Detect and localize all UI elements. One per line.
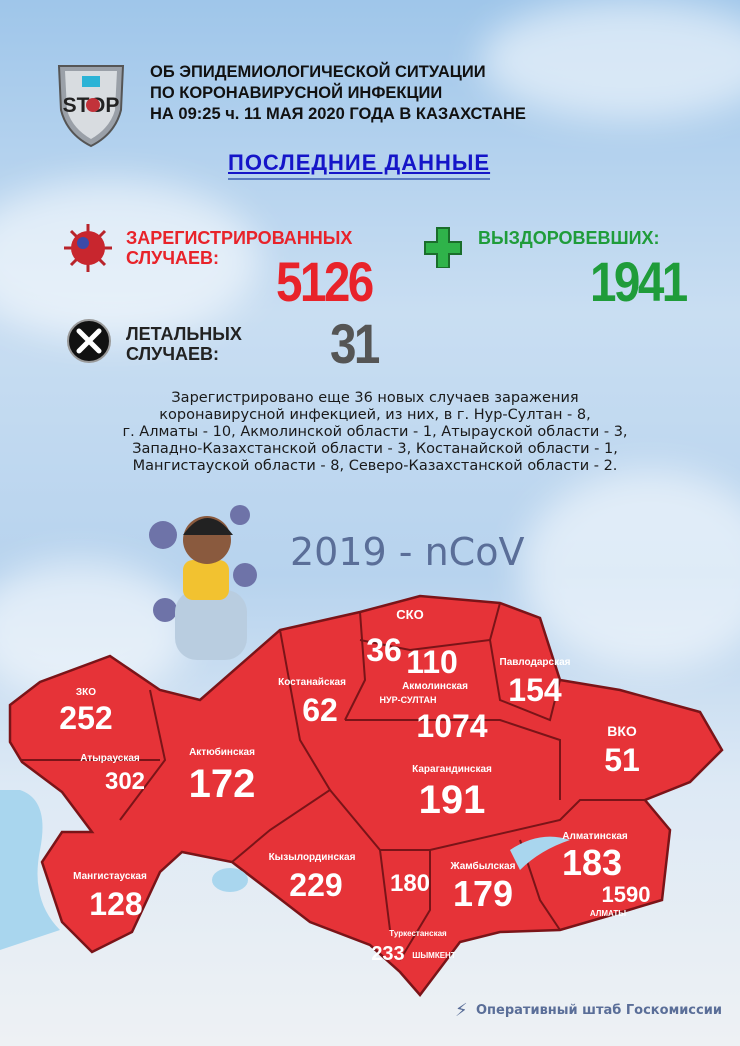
- region-name: Кызылординская: [268, 852, 356, 863]
- plus-icon: [423, 226, 463, 272]
- region-name: СКО: [396, 607, 424, 622]
- region-name: Мангистауская: [73, 871, 147, 882]
- region-value: 36: [366, 632, 402, 668]
- region-value: 183: [561, 842, 623, 883]
- map-outline: [8, 594, 724, 997]
- region-name: Павлодарская: [499, 657, 571, 668]
- summary-line: Зарегистрировано еще 36 новых случаев за…: [171, 390, 579, 406]
- registered-label-line: ЗАРЕГИСТРИРОВАННЫХ: [126, 228, 353, 248]
- summary-text: Зарегистрировано еще 36 новых случаев за…: [60, 390, 690, 475]
- page-title: ОБ ЭПИДЕМИОЛОГИЧЕСКОЙ СИТУАЦИИ ПО КОРОНА…: [150, 62, 526, 125]
- region-value: 110: [406, 644, 458, 680]
- ncov-heading: 2019 - nCoV: [290, 530, 525, 574]
- title-line: ОБ ЭПИДЕМИОЛОГИЧЕСКОЙ СИТУАЦИИ: [150, 63, 486, 81]
- registered-value: 5126: [276, 250, 374, 313]
- footer-credit: Оперативный штаб Госкомиссии: [476, 1003, 722, 1018]
- death-x-icon: [66, 318, 112, 368]
- region-value: 233: [371, 943, 405, 965]
- region-value: 229: [289, 867, 343, 903]
- summary-line: г. Алматы - 10, Акмолинской области - 1,…: [122, 424, 628, 440]
- region-value: 62: [302, 692, 338, 728]
- recovered-value: 1941: [590, 250, 688, 313]
- summary-line: Мангистауской области - 8, Северо-Казахс…: [132, 458, 618, 474]
- region-value: 172: [188, 762, 256, 806]
- region-name: Туркестанская: [389, 929, 447, 938]
- registered-label: ЗАРЕГИСТРИРОВАННЫХ СЛУЧАЕВ:: [126, 228, 352, 268]
- region-name: Актюбинская: [189, 747, 255, 758]
- recovered-label: ВЫЗДОРОВЕВШИХ:: [478, 228, 660, 248]
- registered-label-line: СЛУЧАЕВ:: [126, 248, 220, 268]
- deaths-label-line: ЛЕТАЛЬНЫХ: [126, 324, 242, 344]
- summary-line: коронавирусной инфекцией, из них, в г. Н…: [159, 407, 591, 423]
- covid-stop-logo: STOP: [55, 60, 127, 148]
- deaths-label: ЛЕТАЛЬНЫХ СЛУЧАЕВ:: [126, 324, 242, 364]
- title-line: НА 09:25 ч. 11 МАЯ 2020 ГОДА В КАЗАХСТАН…: [150, 105, 526, 123]
- sick-person-illustration: [145, 505, 265, 669]
- region-name: Карагандинская: [412, 764, 492, 775]
- summary-line: Западно-Казахстанской области - 3, Коста…: [132, 441, 618, 457]
- region-value: 154: [508, 672, 562, 708]
- region-name: ШЫМКЕНТ: [412, 951, 456, 960]
- region-name: Атырауская: [80, 753, 140, 764]
- region-value: 1074: [416, 708, 488, 744]
- subtitle: ПОСЛЕДНИЕ ДАННЫЕ: [228, 150, 491, 180]
- region-name: Жамбылская: [450, 861, 516, 872]
- region-name: ВКО: [607, 723, 637, 739]
- region-value: 51: [604, 742, 640, 778]
- deaths-label-line: СЛУЧАЕВ:: [126, 344, 220, 364]
- region-name: ЗКО: [75, 687, 97, 698]
- region-name: Алматинская: [562, 831, 628, 842]
- region-name: Костанайская: [278, 677, 346, 688]
- region-value: 302: [104, 768, 146, 795]
- region-value: 179: [452, 873, 514, 914]
- region-value: 1590: [601, 882, 651, 907]
- region-name: НУР-СУЛТАН: [379, 695, 437, 705]
- lightning-icon: ⚡: [455, 1000, 468, 1021]
- title-line: ПО КОРОНАВИРУСНОЙ ИНФЕКЦИИ: [150, 84, 443, 102]
- virus-icon: [62, 222, 114, 278]
- region-name: АЛМАТЫ: [589, 909, 627, 918]
- region-value: 191: [418, 778, 486, 822]
- region-value: 252: [59, 700, 113, 736]
- deaths-value: 31: [330, 312, 380, 375]
- region-value: 180: [389, 870, 431, 897]
- region-value: 128: [89, 886, 143, 922]
- region-name: Акмолинская: [402, 681, 468, 692]
